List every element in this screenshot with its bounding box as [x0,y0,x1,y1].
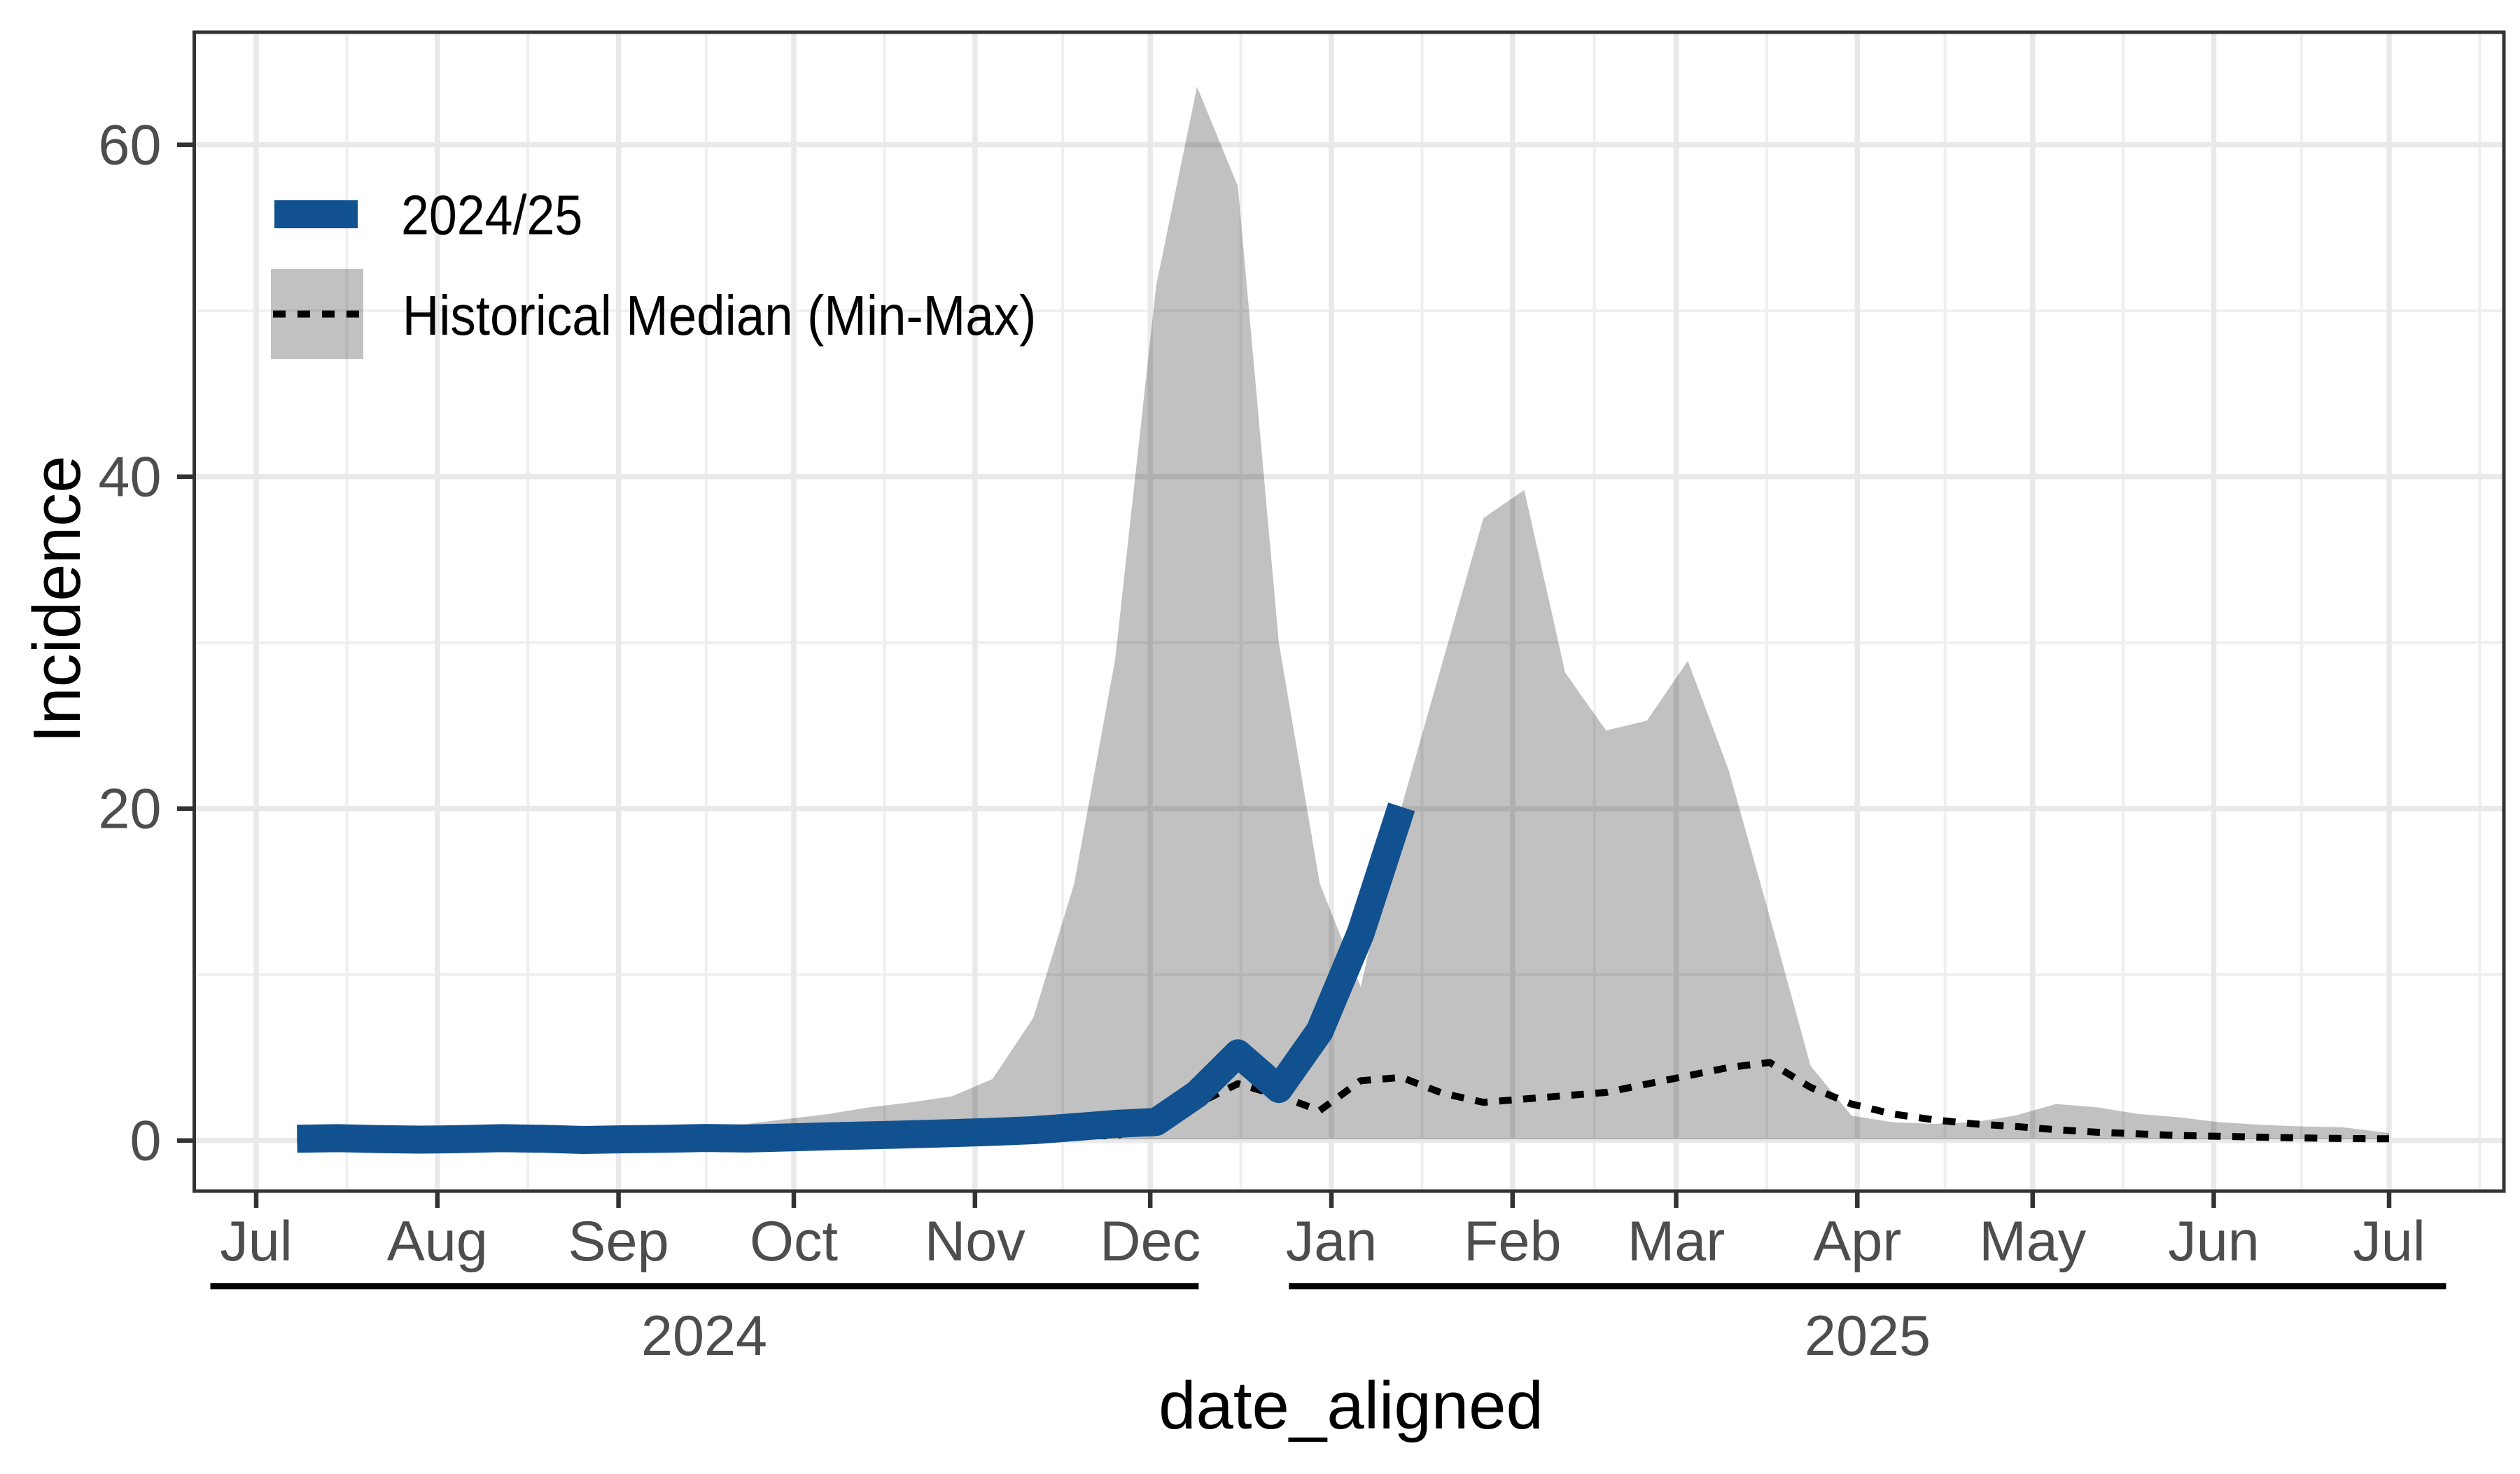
svg-text:Oct: Oct [750,1210,838,1273]
svg-text:Mar: Mar [1628,1210,1726,1273]
svg-text:May: May [1979,1210,2087,1273]
svg-text:Nov: Nov [925,1210,1026,1273]
svg-text:Dec: Dec [1100,1210,1200,1273]
svg-text:Historical Median (Min-Max): Historical Median (Min-Max) [402,284,1037,347]
svg-text:Jul: Jul [2353,1210,2426,1273]
svg-text:20: 20 [98,778,161,841]
svg-text:date_aligned: date_aligned [1158,1368,1544,1443]
svg-text:2025: 2025 [1805,1305,1931,1368]
svg-text:0: 0 [130,1110,161,1173]
svg-text:Apr: Apr [1813,1210,1901,1273]
svg-text:Jan: Jan [1286,1210,1378,1273]
svg-text:Aug: Aug [387,1210,488,1273]
svg-text:Sep: Sep [568,1210,669,1273]
svg-text:Jun: Jun [2168,1210,2260,1273]
svg-text:2024/25: 2024/25 [401,184,582,246]
svg-text:Jul: Jul [220,1210,293,1273]
svg-text:40: 40 [98,446,161,509]
svg-text:2024: 2024 [641,1305,767,1368]
svg-text:60: 60 [98,114,161,177]
svg-text:Incidence: Incidence [20,456,94,744]
svg-text:Feb: Feb [1464,1210,1562,1273]
